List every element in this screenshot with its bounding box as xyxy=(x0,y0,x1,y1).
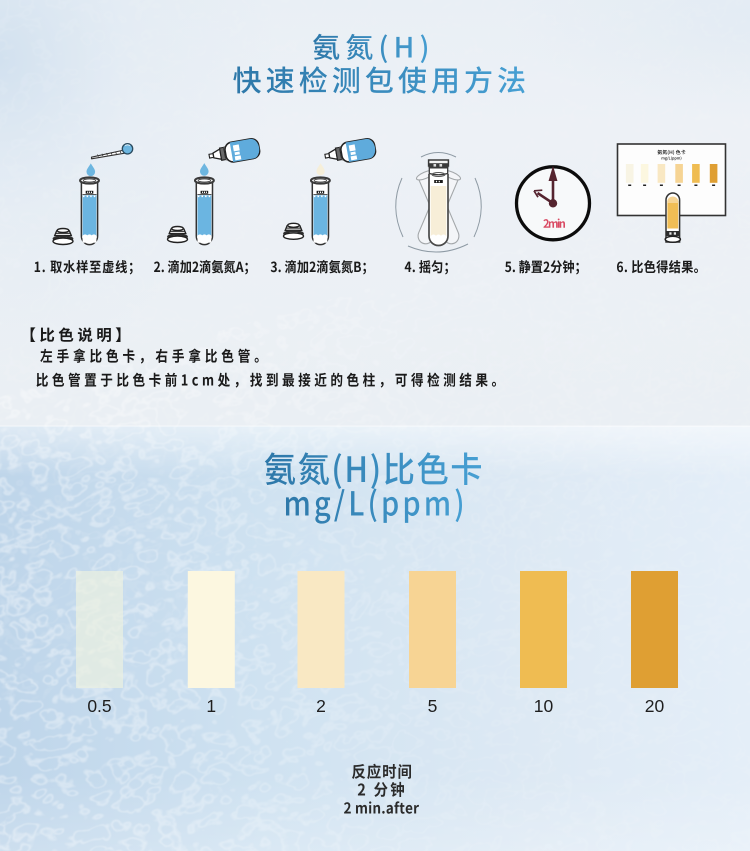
svg-text:2: 2 xyxy=(316,696,326,716)
svg-text:10: 10 xyxy=(534,696,554,716)
svg-text:20: 20 xyxy=(645,696,665,716)
svg-text:1: 1 xyxy=(206,696,216,716)
svg-text:5: 5 xyxy=(428,696,438,716)
svg-text:0.5: 0.5 xyxy=(87,696,111,716)
